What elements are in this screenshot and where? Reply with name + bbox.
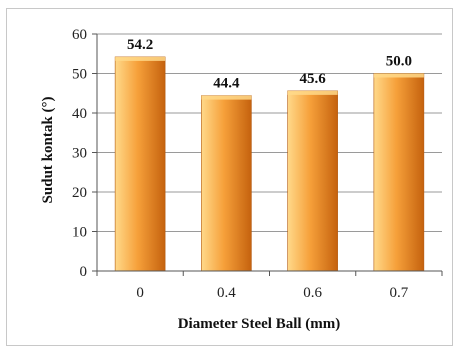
data-labels: 54.2 44.4 45.6 50.0 (127, 37, 412, 92)
data-label: 54.2 (127, 37, 153, 53)
bar-top (287, 90, 338, 95)
bar-top (115, 56, 166, 61)
y-tick-label: 20 (72, 185, 87, 201)
bars (114, 56, 425, 272)
bar (201, 95, 252, 272)
data-label: 50.0 (386, 54, 412, 70)
x-tick-label: 0.7 (390, 285, 409, 301)
data-label: 45.6 (300, 71, 327, 87)
y-tick-label: 40 (72, 106, 87, 122)
x-tick-label: 0.6 (303, 285, 322, 301)
y-tick-labels: 0 10 20 30 40 50 60 (72, 27, 87, 280)
y-tick-label: 60 (72, 27, 87, 43)
bar (373, 73, 425, 272)
y-tick-label: 10 (72, 225, 87, 241)
x-tick-label: 0 (136, 285, 144, 301)
x-tick-labels: 0 0.4 0.6 0.7 (136, 285, 408, 301)
axes (96, 34, 442, 272)
y-tick-label: 30 (72, 146, 87, 162)
y-tick-label: 50 (72, 67, 87, 83)
bar (287, 90, 338, 272)
y-tick-label: 0 (80, 264, 88, 280)
x-tick-label: 0.4 (217, 285, 236, 301)
bar-top (201, 95, 252, 100)
bar-top (373, 73, 424, 78)
x-axis-label: Diameter Steel Ball (mm) (178, 316, 341, 332)
y-axis-label: Sudut kontak (°) (40, 97, 56, 204)
bar (114, 56, 166, 272)
data-label: 44.4 (213, 76, 240, 92)
